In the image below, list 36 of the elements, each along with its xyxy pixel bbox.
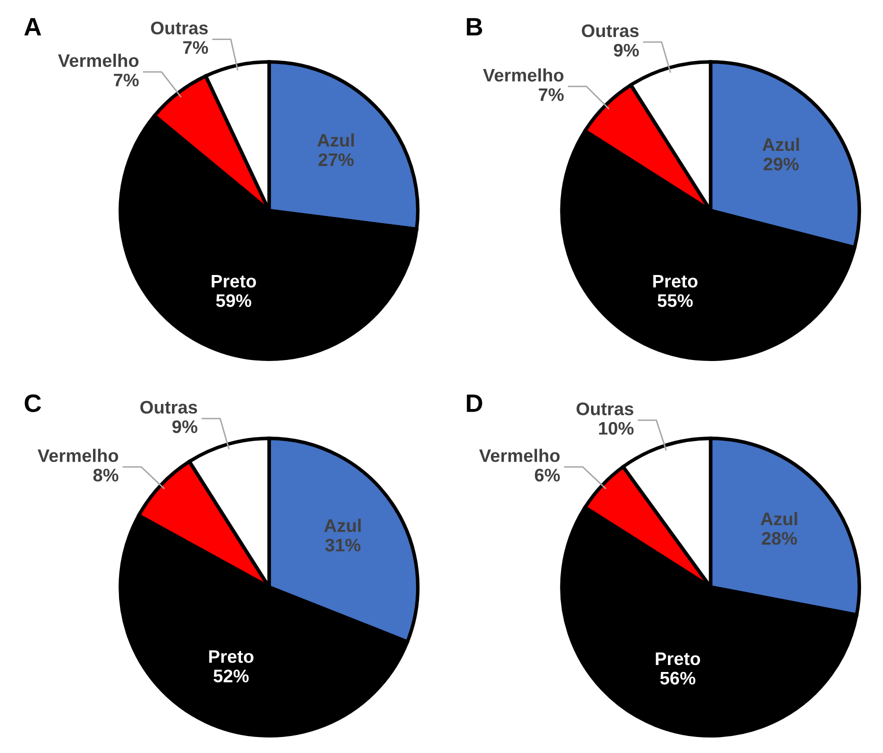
data-label: 56% — [660, 672, 696, 685]
chart-title: C — [24, 394, 42, 412]
slice-label: Azul — [760, 512, 798, 526]
slice-label: Vermelho — [483, 68, 564, 82]
slice-label: Outras — [140, 400, 198, 414]
data-label: 31% — [325, 538, 360, 552]
slice-label: Vermelho — [479, 448, 560, 462]
chart-title: B — [466, 18, 482, 36]
slice-label: Preto — [209, 650, 254, 663]
data-label: 7% — [538, 88, 564, 102]
data-label: 55% — [658, 294, 693, 308]
data-label: 9% — [614, 44, 639, 57]
chart-title: A — [24, 18, 42, 36]
slice-label: Preto — [653, 274, 698, 288]
data-label: 28% — [762, 532, 797, 545]
slice-label: Outras — [151, 22, 208, 34]
slice-label: Azul — [762, 138, 799, 151]
chart-title: D — [466, 394, 482, 412]
data-label: 59% — [216, 294, 252, 308]
slice-label: Outras — [582, 24, 639, 38]
data-label: 7% — [114, 74, 139, 86]
slice-label: Azul — [324, 518, 361, 532]
data-label: 29% — [764, 158, 799, 170]
data-label: 7% — [183, 41, 208, 54]
data-label: 6% — [534, 468, 560, 482]
slice-label: Vermelho — [38, 448, 118, 462]
slice-label: Outras — [576, 402, 634, 416]
slice-label: Preto — [656, 652, 700, 666]
slice-label: Azul — [317, 133, 354, 147]
data-label: 8% — [93, 468, 118, 482]
data-label: 9% — [172, 420, 198, 434]
data-label: 52% — [214, 670, 249, 682]
data-label: 27% — [318, 153, 354, 166]
slice-label: Preto — [212, 274, 256, 288]
slice-label: Vermelho — [58, 54, 139, 68]
data-label: 10% — [599, 422, 634, 435]
